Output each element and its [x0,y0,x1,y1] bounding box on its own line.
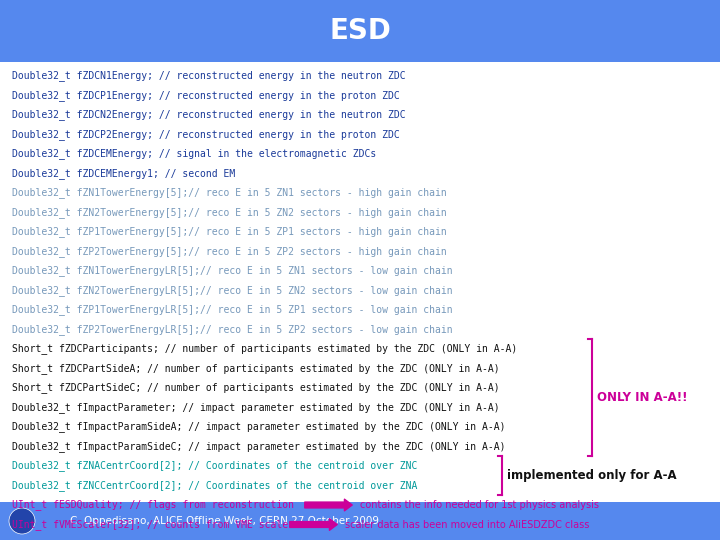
Text: Double32_t fZNCCentrCoord[2]; // Coordinates of the centroid over ZNA: Double32_t fZNCCentrCoord[2]; // Coordin… [12,480,418,491]
Text: Double32_t fZP1TowerEnergyLR[5];// reco E in 5 ZP1 sectors - low gain chain: Double32_t fZP1TowerEnergyLR[5];// reco … [12,305,453,315]
Text: Double32_t fZN1TowerEnergy[5];// reco E in 5 ZN1 sectors - high gain chain: Double32_t fZN1TowerEnergy[5];// reco E … [12,187,446,199]
Text: contains the info needed for 1st physics analysis: contains the info needed for 1st physics… [360,500,599,510]
Text: C. Oppedisano, ALICE Offline Week, CERN 27 October 2009: C. Oppedisano, ALICE Offline Week, CERN … [70,516,379,526]
Text: Short_t fZDCPartSideC; // number of participants estimated by the ZDC (ONLY in A: Short_t fZDCPartSideC; // number of part… [12,382,500,394]
Text: Double32_t fZDCP1Energy; // reconstructed energy in the proton ZDC: Double32_t fZDCP1Energy; // reconstructe… [12,90,400,101]
Bar [0,502,720,540]
Text: Double32_t fZP2TowerEnergyLR[5];// reco E in 5 ZP2 sectors - low gain chain: Double32_t fZP2TowerEnergyLR[5];// reco … [12,324,453,335]
Text: Double32_t fZDCN2Energy; // reconstructed energy in the neutron ZDC: Double32_t fZDCN2Energy; // reconstructe… [12,110,405,120]
Text: Double32_t fZP1TowerEnergy[5];// reco E in 5 ZP1 sectors - high gain chain: Double32_t fZP1TowerEnergy[5];// reco E … [12,227,446,238]
Text: Double32_t fZN2TowerEnergy[5];// reco E in 5 ZN2 sectors - high gain chain: Double32_t fZN2TowerEnergy[5];// reco E … [12,207,446,218]
Text: ESD: ESD [329,17,391,45]
Text: Double32_t fZN2TowerEnergyLR[5];// reco E in 5 ZN2 sectors - low gain chain: Double32_t fZN2TowerEnergyLR[5];// reco … [12,285,453,296]
Text: Double32_t fImpactParameter; // impact parameter estimated by the ZDC (ONLY in A: Double32_t fImpactParameter; // impact p… [12,402,500,413]
Text: ONLY IN A-A!!: ONLY IN A-A!! [597,392,688,404]
Text: Double32_t fZDCN1Energy; // reconstructed energy in the neutron ZDC: Double32_t fZDCN1Energy; // reconstructe… [12,71,405,82]
Text: Double32_t fImpactParamSideA; // impact parameter estimated by the ZDC (ONLY in : Double32_t fImpactParamSideA; // impact … [12,422,505,433]
Text: UInt_t fVMEScaler[32]; // counts from VME scaler: UInt_t fVMEScaler[32]; // counts from VM… [12,519,294,530]
Text: Double32_t fZP2TowerEnergy[5];// reco E in 5 ZP2 sectors - high gain chain: Double32_t fZP2TowerEnergy[5];// reco E … [12,246,446,257]
Text: Short_t fZDCParticipants; // number of participants estimated by the ZDC (ONLY i: Short_t fZDCParticipants; // number of p… [12,343,517,354]
Text: Double32_t fZN1TowerEnergyLR[5];// reco E in 5 ZN1 sectors - low gain chain: Double32_t fZN1TowerEnergyLR[5];// reco … [12,266,453,276]
Text: Double32_t fZDCEMEnergy1; // second EM: Double32_t fZDCEMEnergy1; // second EM [12,168,235,179]
Text: Double32_t fImpactParamSideC; // impact parameter estimated by the ZDC (ONLY in : Double32_t fImpactParamSideC; // impact … [12,441,505,452]
Text: Double32_t fZDCP2Energy; // reconstructed energy in the proton ZDC: Double32_t fZDCP2Energy; // reconstructe… [12,129,400,140]
Text: UInt_t fESDQuality; // flags from reconstruction: UInt_t fESDQuality; // flags from recons… [12,500,294,510]
Circle shape [9,508,35,534]
Text: Double32_t fZNACentrCoord[2]; // Coordinates of the centroid over ZNC: Double32_t fZNACentrCoord[2]; // Coordin… [12,461,418,471]
Text: Short_t fZDCPartSideA; // number of participants estimated by the ZDC (ONLY in A: Short_t fZDCPartSideA; // number of part… [12,363,500,374]
Bar [0,0,720,62]
Text: scaler data has been moved into AliESDZDC class: scaler data has been moved into AliESDZD… [345,519,590,530]
Text: Double32_t fZDCEMEnergy; // signal in the electromagnetic ZDCs: Double32_t fZDCEMEnergy; // signal in th… [12,148,377,159]
Text: implemented only for A-A: implemented only for A-A [507,469,677,482]
